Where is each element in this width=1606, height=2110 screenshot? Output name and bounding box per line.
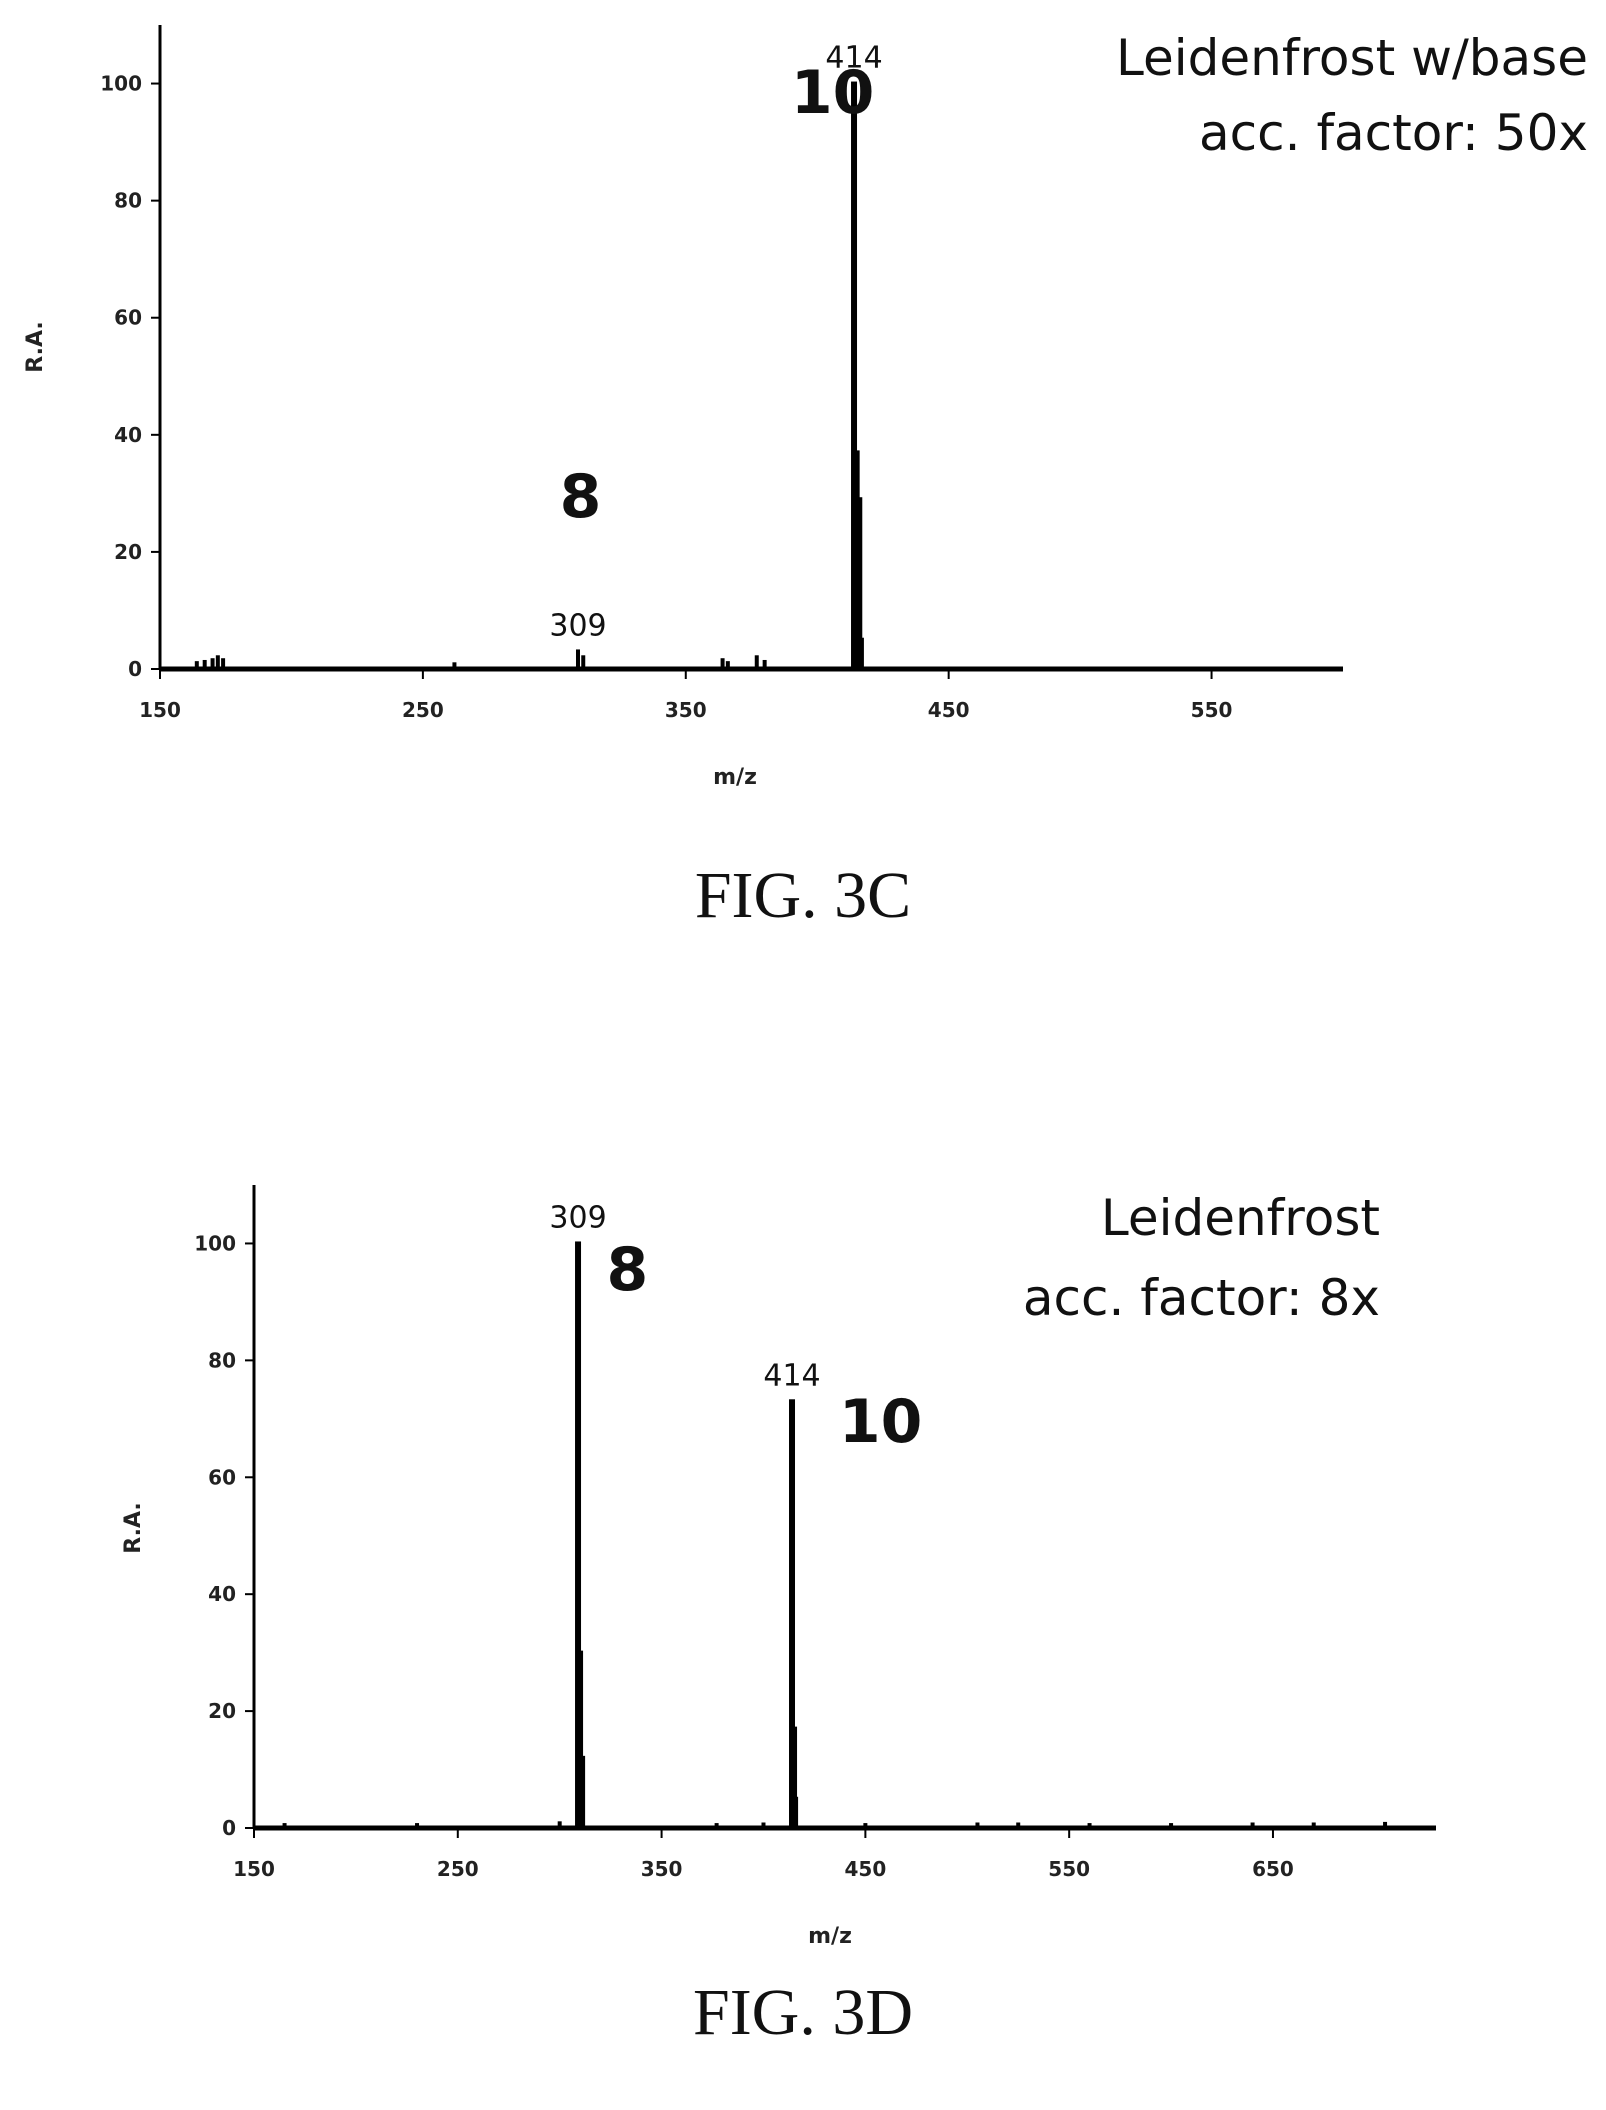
y-tick-label: 20 xyxy=(208,1699,236,1723)
compound-label: 8 xyxy=(607,1235,649,1305)
spectrum-peak xyxy=(415,1823,420,1828)
spectrum-peak xyxy=(194,661,199,669)
y-tick-label: 40 xyxy=(114,423,142,447)
spectrum-peak xyxy=(856,497,863,669)
spectrum-peak xyxy=(575,1241,582,1828)
x-tick-label: 550 xyxy=(1048,1857,1090,1881)
spectrum-peak xyxy=(210,658,215,669)
spectrum-chart-3c: 0 20 40 60 80 100 150 250 350 450 550 R.A. m/z 414 309… xyxy=(23,25,1588,790)
spectrum-peak xyxy=(579,1755,586,1828)
compound-label: 10 xyxy=(839,1387,923,1457)
spectrum-peak xyxy=(863,1823,868,1828)
spectrum-peak xyxy=(575,649,580,669)
x-tick-label: 250 xyxy=(437,1857,479,1881)
spectrum-peak xyxy=(859,637,864,669)
peak-mz-label: 414 xyxy=(763,1358,820,1393)
y-tick-label: 0 xyxy=(222,1816,236,1840)
x-tick-label: 150 xyxy=(233,1857,275,1881)
x-axis-title: m/z xyxy=(713,765,757,790)
spectrum-peak xyxy=(754,655,759,669)
x-tick-label: 150 xyxy=(139,698,181,722)
x-axis-title: m/z xyxy=(808,1924,852,1949)
spectrum-peak xyxy=(581,655,586,669)
y-tick-label: 60 xyxy=(114,306,142,330)
y-tick-label: 40 xyxy=(208,1582,236,1606)
spectrum-peak xyxy=(282,1823,287,1828)
x-tick-label: 350 xyxy=(641,1857,683,1881)
spectrum-peak xyxy=(725,661,730,669)
y-tick-label: 100 xyxy=(100,72,142,96)
spectrum-peak xyxy=(851,81,858,669)
x-tick-label: 450 xyxy=(928,698,970,722)
peak-mz-label: 309 xyxy=(549,608,606,643)
spectrum-peak xyxy=(1311,1822,1316,1828)
spectrum-peak xyxy=(557,1821,562,1828)
figure-caption-3d: FIG. 3D xyxy=(692,1976,913,2049)
spectrum-peak xyxy=(720,658,725,669)
x-tick-label: 250 xyxy=(402,698,444,722)
spectrum-peak xyxy=(202,659,207,669)
annotation-line-1: Leidenfrost w/base xyxy=(1116,29,1588,87)
y-tick-label: 0 xyxy=(128,657,142,681)
y-axis-title: R.A. xyxy=(23,321,48,373)
y-tick-label: 60 xyxy=(208,1465,236,1489)
annotation-line-2: acc. factor: 50x xyxy=(1199,104,1588,162)
y-tick-label: 20 xyxy=(114,540,142,564)
annotation-line-2: acc. factor: 8x xyxy=(1023,1269,1380,1327)
spectrum-peak xyxy=(761,1822,766,1828)
spectrum-peak xyxy=(1087,1823,1092,1828)
y-tick-label: 80 xyxy=(208,1348,236,1372)
spectrum-peak xyxy=(762,659,767,669)
spectrum-peak xyxy=(794,1796,799,1828)
spectrum-peak xyxy=(975,1822,980,1828)
peak-mz-label: 414 xyxy=(825,41,882,76)
y-tick-label: 80 xyxy=(114,189,142,213)
y-axis-title: R.A. xyxy=(121,1502,146,1554)
x-tick-label: 650 xyxy=(1252,1857,1294,1881)
x-tick-label: 350 xyxy=(665,698,707,722)
spectrum-peak xyxy=(791,1726,798,1828)
x-tick-label: 450 xyxy=(845,1857,887,1881)
spectrum-peak xyxy=(1250,1822,1255,1828)
x-tick-label: 550 xyxy=(1191,698,1233,722)
y-tick-label: 100 xyxy=(194,1231,236,1255)
figure-caption-3c: FIG. 3C xyxy=(694,859,912,932)
annotation-line-1: Leidenfrost xyxy=(1101,1189,1380,1247)
spectrum-peak xyxy=(789,1399,796,1828)
spectrum-peak xyxy=(1016,1822,1021,1828)
spectrum-peak xyxy=(452,662,457,669)
spectrum-peak xyxy=(1383,1821,1388,1828)
spectrum-peak xyxy=(714,1823,719,1828)
spectrum-peak xyxy=(577,1650,584,1828)
spectrum-peak xyxy=(221,658,226,669)
spectrum-peak xyxy=(215,655,220,669)
compound-label: 10 xyxy=(791,58,875,128)
compound-label: 8 xyxy=(560,462,602,532)
spectrum-peak xyxy=(1169,1823,1174,1828)
peak-mz-label: 309 xyxy=(549,1200,606,1235)
spectrum-chart-3d: 0 20 40 60 80 100 150 250 350 450 550 650 R.A. m/z 309… xyxy=(121,1185,1436,1949)
